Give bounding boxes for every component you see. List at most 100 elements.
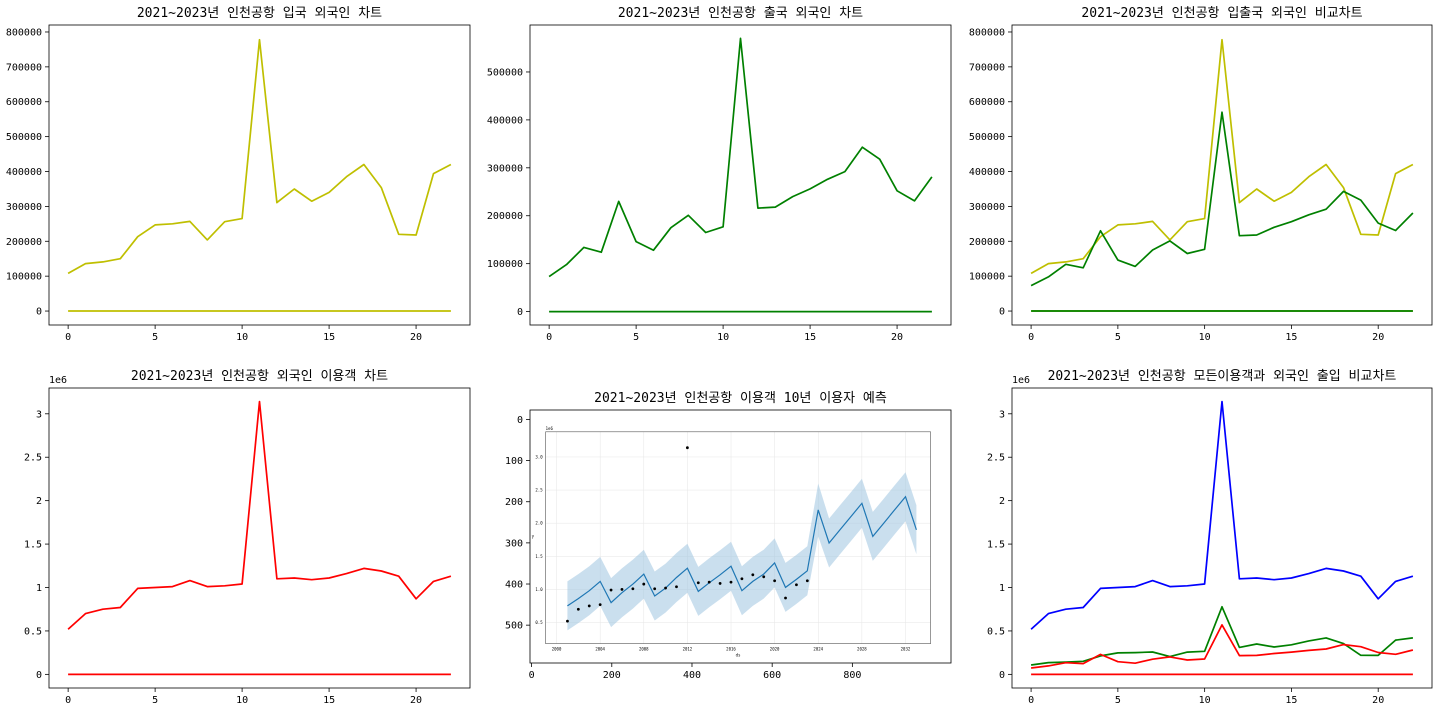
plot-frame	[529, 409, 952, 664]
y-tick-label: 200000	[969, 237, 1005, 248]
y-tick-label: 3	[999, 409, 1005, 420]
x-tick-label: 10	[1199, 332, 1211, 343]
inset-multiplier: 1e6	[546, 426, 554, 431]
chart-panel-1: 2021~2023년 인천공항 입국 외국인 차트 0 5 10 15 20 0 100000…	[6, 6, 471, 343]
x-tick-label: 5	[1115, 695, 1121, 706]
y-tick-label: 0.5	[24, 626, 42, 637]
inset-x-tick-label: 2032	[901, 647, 911, 652]
observed-point	[675, 585, 678, 589]
x-tick-label: 0	[546, 332, 552, 343]
y-tick-label: 3	[36, 409, 42, 420]
series-line-1	[67, 38, 452, 275]
observed-point	[729, 580, 733, 584]
y-tick-label: 0	[999, 670, 1005, 681]
chart-panel-4: 2021~2023년 인천공항 외국인 이용객 차트 1e6 0 5 10 15 20 0 0.…	[24, 369, 471, 706]
observed-point	[707, 580, 711, 584]
inset-x-tick-label: 2000	[552, 647, 562, 652]
axis-multiplier: 1e6	[1012, 375, 1030, 386]
x-tick-label: 0	[1028, 695, 1034, 706]
chart-panel-3: 2021~2023년 인천공항 입출국 외국인 비교차트 0 5 10 15 20 0 100…	[969, 6, 1433, 343]
chart-title: 2021~2023년 인천공항 출국 외국인 차트	[618, 6, 863, 21]
x-tick-label: 600	[763, 670, 781, 681]
series-line-2	[1030, 605, 1414, 666]
y-tick-label: 400000	[6, 167, 42, 178]
y-tick-label: 500000	[969, 132, 1005, 143]
chart-title: 2021~2023년 인천공항 입국 외국인 차트	[137, 6, 382, 21]
chart-panel-6: 2021~2023년 인천공항 모든이용객과 외국인 출입 비교차트 1e6 0 5 1…	[987, 369, 1433, 706]
x-tick-label: 20	[410, 695, 422, 706]
observed-point	[653, 587, 657, 591]
y-tick-label: 2	[36, 496, 42, 507]
y-tick-label: 2.5	[24, 453, 42, 464]
inset-x-tick-label: 2028	[857, 647, 867, 652]
y-tick-label: 0	[517, 307, 523, 318]
chart-title: 2021~2023년 인천공항 모든이용객과 외국인 출입 비교차트	[1048, 369, 1397, 384]
y-tick-label: 0	[36, 307, 42, 318]
inset-x-tick-label: 2016	[726, 647, 736, 652]
x-tick-label: 20	[1372, 332, 1384, 343]
y-tick-label: 0	[36, 670, 42, 681]
x-tick-label: 5	[633, 332, 639, 343]
y-tick-label: 300000	[487, 163, 523, 174]
inset-y-tick-label: 2.0	[535, 521, 543, 526]
inset-x-tick-label: 2024	[813, 647, 823, 652]
observed-point	[620, 587, 624, 591]
y-tick-label: 500000	[6, 132, 42, 143]
y-tick-label: 2.5	[987, 453, 1005, 464]
series-line-1	[67, 400, 452, 630]
x-tick-label: 10	[236, 332, 248, 343]
chart-title: 2021~2023년 인천공항 외국인 이용객 차트	[131, 369, 388, 384]
y-tick-label: 1	[36, 583, 42, 594]
plot-frame	[529, 24, 952, 326]
observed-point	[642, 582, 646, 586]
x-tick-label: 10	[717, 332, 729, 343]
plot-frame	[48, 387, 471, 689]
y-tick-label: 600000	[6, 97, 42, 108]
y-tick-label: 1	[999, 583, 1005, 594]
observed-point	[631, 587, 635, 591]
observed-point	[773, 579, 777, 583]
y-tick-label: 200000	[487, 211, 523, 222]
observed-point	[795, 583, 798, 587]
x-tick-label: 5	[1115, 332, 1121, 343]
observed-point	[598, 603, 602, 607]
y-tick-label: 300	[505, 538, 523, 549]
observed-point	[664, 586, 667, 590]
forecast-image: 2000 2004 2008 2012 2016 2020 2024 2028 2032 0.5 1…	[530, 410, 951, 663]
inset-x-tick-label: 2004	[595, 647, 605, 652]
x-tick-label: 5	[152, 332, 158, 343]
x-tick-label: 800	[843, 670, 861, 681]
inset-y-tick-label: 1.0	[535, 587, 543, 592]
y-tick-label: 100000	[487, 259, 523, 270]
observed-point	[762, 575, 766, 579]
plot-frame	[48, 24, 471, 326]
y-tick-label: 1.5	[24, 540, 42, 551]
x-tick-label: 15	[323, 332, 335, 343]
observed-point	[576, 607, 580, 611]
x-tick-label: 0	[65, 332, 71, 343]
series-line-1	[1030, 400, 1414, 630]
inset-y-tick-label: 3.0	[535, 454, 543, 459]
x-tick-label: 15	[1285, 695, 1297, 706]
plot-frame	[1011, 387, 1433, 689]
x-tick-label: 200	[603, 670, 621, 681]
x-tick-label: 0	[65, 695, 71, 706]
y-tick-label: 100000	[969, 272, 1005, 283]
series-line-2	[1030, 111, 1414, 287]
y-tick-label: 0	[999, 307, 1005, 318]
series-line-1	[1030, 38, 1414, 275]
y-tick-label: 800000	[6, 27, 42, 38]
y-tick-label: 400	[505, 580, 523, 591]
x-tick-label: 10	[236, 695, 248, 706]
y-tick-label: 2	[999, 496, 1005, 507]
y-tick-label: 300000	[969, 202, 1005, 213]
inset-y-tick-label: 0.5	[535, 620, 543, 625]
x-tick-label: 400	[683, 670, 701, 681]
series-line-1	[548, 37, 933, 278]
y-tick-label: 800000	[969, 27, 1005, 38]
forecast-line	[567, 495, 917, 607]
y-tick-label: 400000	[969, 167, 1005, 178]
plot-frame	[1011, 24, 1433, 326]
y-tick-label: 500	[505, 621, 523, 632]
